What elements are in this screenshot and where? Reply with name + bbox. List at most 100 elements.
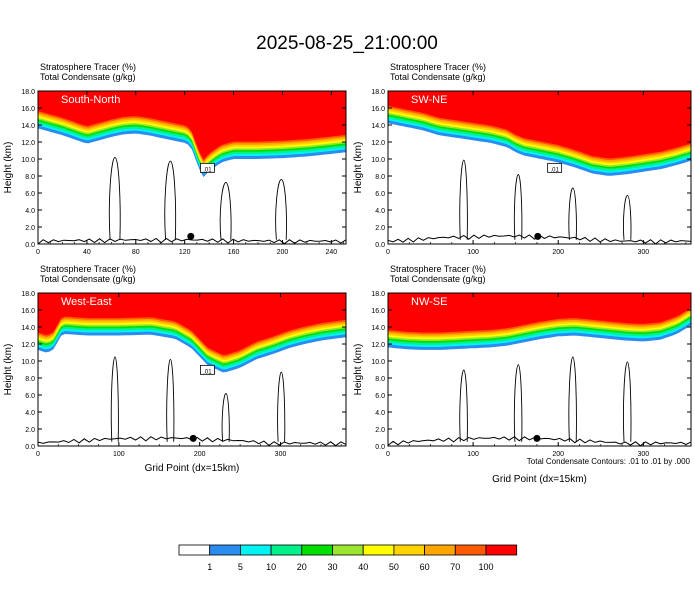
y-tick-label: 12.0	[371, 342, 385, 349]
condensate-contour	[110, 356, 119, 442]
contour-label-box	[199, 364, 215, 375]
x-tick-label: 120	[179, 249, 191, 256]
y-tick-label: 10.0	[371, 359, 385, 366]
location-marker	[534, 232, 542, 240]
condensate-contour	[568, 187, 577, 240]
x-tick-label: 40	[83, 249, 91, 256]
x-tick-label: 100	[467, 451, 479, 458]
contour-footnote: Total Condensate Contours: .01 to .01 by…	[527, 457, 691, 466]
x-tick-label: 200	[552, 451, 564, 458]
colorbar-label: 50	[389, 562, 399, 572]
subtitle-tracer: Stratosphere Tracer (%)	[390, 62, 486, 72]
colorbar-label: 60	[420, 562, 430, 572]
condensate-contour	[513, 364, 523, 442]
colorbar-swatch	[239, 544, 272, 556]
y-tick-label: 18.0	[21, 291, 35, 298]
condensate-contour	[568, 356, 577, 442]
y-tick-label: 0.0	[375, 242, 385, 249]
y-tick-label: 14.0	[21, 123, 35, 130]
condensate-contour	[622, 194, 632, 240]
x-tick-label: 300	[637, 451, 649, 458]
y-tick-label: 8.0	[375, 174, 385, 181]
y-tick-label: 10.0	[21, 157, 35, 164]
colorbar: 1 5 10 20 30 40 50 60 70 100	[178, 544, 518, 572]
colorbar-label: 100	[478, 562, 493, 572]
x-tick-label: 100	[113, 451, 125, 458]
panel-south-north: .01 South-North Stratosphere Tracer (%)Tot…	[3, 62, 347, 256]
colorbar-swatch	[393, 544, 425, 556]
y-tick-label: 2.0	[375, 427, 385, 434]
colorbar-swatch	[362, 544, 395, 556]
y-tick-label: 6.0	[25, 393, 35, 400]
tracer-band-10	[388, 91, 691, 159]
panel-label: South-North	[61, 94, 120, 106]
condensate-contour	[459, 159, 468, 240]
x-tick-label: 200	[194, 451, 206, 458]
panel-label: NW-SE	[411, 296, 447, 308]
y-tick-label: 2.0	[375, 225, 385, 232]
y-tick-label: 6.0	[25, 191, 35, 198]
x-tick-label: 80	[132, 249, 140, 256]
colorbar-label: 30	[327, 562, 337, 572]
colorbar-swatch	[209, 544, 241, 556]
x-tick-label: 0	[386, 451, 390, 458]
colorbar-swatch	[454, 544, 487, 556]
y-tick-label: 18.0	[371, 291, 385, 298]
subtitle-condensate: Total Condensate (g/kg)	[40, 274, 136, 284]
y-tick-label: 12.0	[21, 140, 35, 147]
x-tick-label: 100	[467, 249, 479, 256]
contour-label: .01	[203, 167, 212, 173]
colorbar-label: 10	[266, 562, 276, 572]
y-tick-label: 2.0	[25, 225, 35, 232]
y-tick-label: 8.0	[375, 376, 385, 383]
y-tick-label: 6.0	[375, 191, 385, 198]
y-tick-label: 18.0	[21, 89, 35, 96]
colorbar-swatch	[178, 544, 211, 556]
x-axis-label: Grid Point (dx=15km)	[492, 474, 587, 485]
y-tick-label: 16.0	[371, 106, 385, 113]
y-tick-label: 0.0	[375, 444, 385, 451]
colorbar-label: 70	[450, 562, 460, 572]
y-tick-label: 6.0	[375, 393, 385, 400]
x-tick-label: 300	[275, 451, 287, 458]
subtitle-tracer: Stratosphere Tracer (%)	[40, 264, 136, 274]
x-tick-label: 0	[36, 249, 40, 256]
condensate-contour	[623, 361, 632, 442]
y-tick-label: 18.0	[371, 89, 385, 96]
y-tick-label: 8.0	[25, 376, 35, 383]
colorbar-label: 40	[358, 562, 368, 572]
y-axis-label: Height (km)	[353, 344, 364, 396]
y-tick-label: 4.0	[25, 410, 35, 417]
y-tick-label: 8.0	[25, 174, 35, 181]
y-tick-label: 14.0	[21, 325, 35, 332]
y-tick-label: 10.0	[371, 157, 385, 164]
location-marker	[189, 434, 197, 442]
y-tick-label: 16.0	[21, 308, 35, 315]
subtitle-condensate: Total Condensate (g/kg)	[390, 72, 486, 82]
location-marker	[187, 232, 195, 240]
subtitle-condensate: Total Condensate (g/kg)	[40, 72, 136, 82]
condensate-contour	[513, 174, 523, 240]
y-tick-label: 12.0	[371, 140, 385, 147]
condensate-contour	[277, 371, 286, 442]
y-axis-label: Height (km)	[3, 142, 14, 194]
y-axis-label: Height (km)	[3, 344, 14, 396]
y-tick-label: 14.0	[371, 123, 385, 130]
condensate-contour	[164, 160, 177, 240]
plot-frame	[387, 292, 692, 447]
contour-label: .01	[203, 369, 212, 375]
x-tick-label: 160	[228, 249, 240, 256]
colorbar-label: 1	[207, 562, 212, 572]
x-tick-label: 300	[637, 249, 649, 256]
y-axis-label: Height (km)	[353, 142, 364, 194]
colorbar-swatch	[301, 544, 333, 556]
subtitle-condensate: Total Condensate (g/kg)	[390, 274, 486, 284]
y-tick-label: 4.0	[375, 208, 385, 215]
contour-label: .01	[550, 167, 559, 173]
condensate-contour	[108, 156, 121, 240]
colorbar-swatch	[270, 544, 303, 556]
subtitle-tracer: Stratosphere Tracer (%)	[40, 62, 136, 72]
condensate-contour	[275, 178, 287, 240]
condensate-contour	[166, 358, 175, 442]
